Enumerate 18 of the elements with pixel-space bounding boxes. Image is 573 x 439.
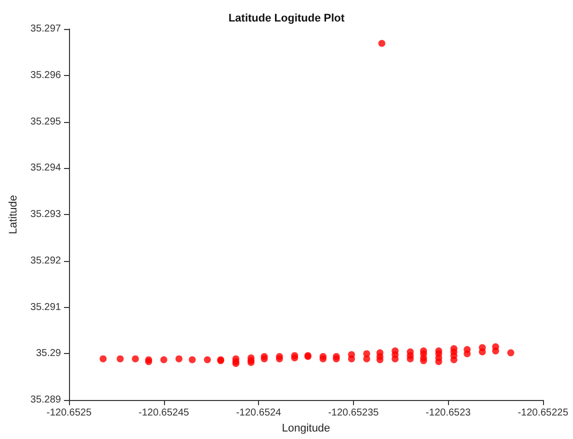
y-tick-label: 35.297 xyxy=(30,24,62,34)
chart-title: Latitude Logitude Plot xyxy=(228,12,345,24)
y-tick-label: 35.295 xyxy=(30,116,62,128)
x-axis-title: Longitude xyxy=(282,422,330,434)
y-tick-label: 35.291 xyxy=(30,302,62,313)
x-tick-label: -120.65235 xyxy=(328,408,380,419)
y-axis-title: Latitude xyxy=(8,194,20,234)
y-tick-label: 35.294 xyxy=(30,162,62,174)
x-tick-label: -120.65245 xyxy=(138,408,190,419)
x-tick-label: -120.6524 xyxy=(236,408,282,419)
y-tick-label: 35.292 xyxy=(30,255,62,266)
y-tick-label: 35.29 xyxy=(36,348,62,360)
y-tick-label: 35.296 xyxy=(30,70,62,81)
y-tick-label: 35.293 xyxy=(30,209,62,220)
x-tick-label: -120.6525 xyxy=(46,408,92,419)
x-tick-label: -120.6523 xyxy=(426,408,472,419)
x-tick-label: -120.65225 xyxy=(518,408,569,419)
y-tick-label: 35.289 xyxy=(30,394,62,406)
